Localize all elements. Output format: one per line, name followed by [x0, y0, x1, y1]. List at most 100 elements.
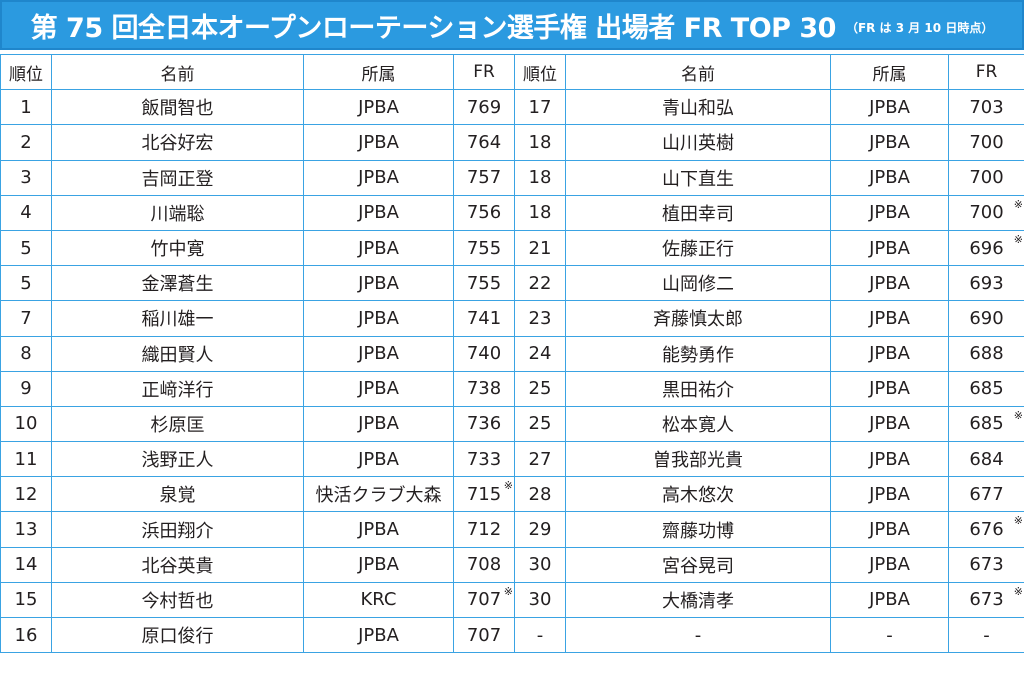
- fr-value: -: [983, 624, 990, 646]
- rank-cell: 13: [0, 511, 52, 548]
- affiliation-cell: JPBA: [303, 441, 454, 478]
- header-rank-left: 順位: [0, 53, 52, 91]
- rank-cell: 27: [514, 441, 566, 478]
- fr-cell: 740: [453, 335, 515, 372]
- header-fr-right: FR: [948, 53, 1024, 91]
- rank-cell: 14: [0, 546, 52, 583]
- rank-cell: 30: [514, 546, 566, 583]
- fr-cell: 700: [948, 159, 1024, 196]
- note-mark: ※: [503, 584, 513, 598]
- affiliation-cell: JPBA: [303, 265, 454, 302]
- fr-value: 733: [466, 448, 502, 470]
- header-name-left: 名前: [51, 53, 304, 91]
- rank-cell: 23: [514, 300, 566, 337]
- rank-cell: 11: [0, 441, 52, 478]
- fr-cell: 696 ※: [948, 229, 1024, 267]
- name-cell: -: [565, 616, 831, 654]
- affiliation-cell: JPBA: [303, 370, 454, 407]
- rank-cell: 21: [514, 229, 566, 267]
- fr-value: 738: [466, 378, 502, 400]
- fr-cell: 693: [948, 265, 1024, 302]
- affiliation-cell: JPBA: [830, 511, 949, 548]
- table-row: 9 正﨑洋行 JPBA 738 25 黒田祐介 JPBA 685: [0, 370, 1024, 407]
- table-row: 10 杉原匡 JPBA 736 25 松本寛人 JPBA 685 ※: [0, 405, 1024, 443]
- fr-cell: 673: [948, 546, 1024, 583]
- name-cell: 山下直生: [565, 159, 831, 196]
- table-row: 2 北谷好宏 JPBA 764 18 山川英樹 JPBA 700: [0, 124, 1024, 161]
- fr-value: 703: [969, 96, 1004, 118]
- name-cell: 植田幸司: [565, 194, 831, 231]
- rank-cell: 12: [0, 476, 52, 513]
- fr-value: 684: [969, 448, 1004, 470]
- rank-cell: 25: [514, 370, 566, 407]
- rank-cell: 18: [514, 194, 566, 231]
- fr-cell: 688: [948, 335, 1024, 372]
- name-cell: 能勢勇作: [565, 335, 831, 372]
- fr-value: 741: [466, 307, 502, 329]
- fr-cell: 700: [948, 124, 1024, 161]
- affiliation-cell: JPBA: [303, 546, 454, 583]
- name-cell: 黒田祐介: [565, 370, 831, 407]
- note-mark: ※: [503, 479, 513, 493]
- table-row: 4 川端聡 JPBA 756 18 植田幸司 JPBA 700 ※: [0, 194, 1024, 231]
- table-row: 5 金澤蒼生 JPBA 755 22 山岡修二 JPBA 693: [0, 265, 1024, 302]
- fr-cell: 764: [453, 124, 515, 161]
- header-fr-left: FR: [453, 53, 515, 91]
- affiliation-cell: JPBA: [303, 159, 454, 196]
- fr-value: 700: [969, 167, 1004, 189]
- fr-value: 764: [466, 131, 502, 153]
- rank-cell: -: [514, 616, 566, 654]
- fr-cell: 684: [948, 441, 1024, 478]
- fr-cell: 677: [948, 476, 1024, 513]
- table-row: 5 竹中寛 JPBA 755 21 佐藤正行 JPBA 696 ※: [0, 229, 1024, 267]
- name-cell: 杉原匡: [51, 405, 304, 443]
- affiliation-cell: JPBA: [830, 581, 949, 619]
- note-mark: ※: [1013, 408, 1023, 422]
- name-cell: 泉覚: [51, 476, 304, 513]
- fr-value: 693: [969, 272, 1004, 294]
- name-cell: 齋藤功博: [565, 511, 831, 548]
- fr-cell: 755: [453, 265, 515, 302]
- fr-cell: 736: [453, 405, 515, 443]
- fr-value: 715: [466, 483, 502, 505]
- name-cell: 北谷好宏: [51, 124, 304, 161]
- fr-value: 688: [969, 343, 1004, 365]
- name-cell: 織田賢人: [51, 335, 304, 372]
- name-cell: 飯間智也: [51, 89, 304, 126]
- table-header-row: 順位 名前 所属 FR 順位 名前 所属 FR: [0, 53, 1024, 91]
- rank-cell: 22: [514, 265, 566, 302]
- table-row: 7 稲川雄一 JPBA 741 23 斉藤慎太郎 JPBA 690: [0, 300, 1024, 337]
- affiliation-cell: JPBA: [830, 194, 949, 231]
- affiliation-cell: JPBA: [830, 300, 949, 337]
- name-cell: 竹中寛: [51, 229, 304, 267]
- fr-value: 736: [466, 413, 502, 435]
- fr-value: 708: [466, 554, 502, 576]
- fr-value: 755: [466, 237, 502, 259]
- name-cell: 山岡修二: [565, 265, 831, 302]
- rank-cell: 4: [0, 194, 52, 231]
- affiliation-cell: -: [830, 616, 949, 654]
- rank-cell: 7: [0, 300, 52, 337]
- affiliation-cell: KRC: [303, 581, 454, 619]
- fr-cell: 756: [453, 194, 515, 231]
- fr-value: 755: [466, 272, 502, 294]
- header-affiliation-left: 所属: [303, 53, 454, 91]
- rank-cell: 25: [514, 405, 566, 443]
- rank-cell: 5: [0, 265, 52, 302]
- affiliation-cell: JPBA: [830, 370, 949, 407]
- table-body: 1 飯間智也 JPBA 769 17 青山和弘 JPBA 703 2 北谷好宏 JPBA 764 18 山…: [0, 89, 1024, 654]
- rank-cell: 2: [0, 124, 52, 161]
- affiliation-cell: JPBA: [830, 265, 949, 302]
- name-cell: 松本寛人: [565, 405, 831, 443]
- fr-cell: 708: [453, 546, 515, 583]
- name-cell: 稲川雄一: [51, 300, 304, 337]
- table-row: 3 吉岡正登 JPBA 757 18 山下直生 JPBA 700: [0, 159, 1024, 196]
- affiliation-cell: JPBA: [303, 194, 454, 231]
- fr-cell: 676 ※: [948, 511, 1024, 548]
- date-note: （FR は 3 月 10 日時点）: [845, 20, 994, 35]
- rank-cell: 28: [514, 476, 566, 513]
- fr-value: 740: [466, 343, 502, 365]
- affiliation-cell: JPBA: [830, 546, 949, 583]
- fr-value: 756: [466, 202, 502, 224]
